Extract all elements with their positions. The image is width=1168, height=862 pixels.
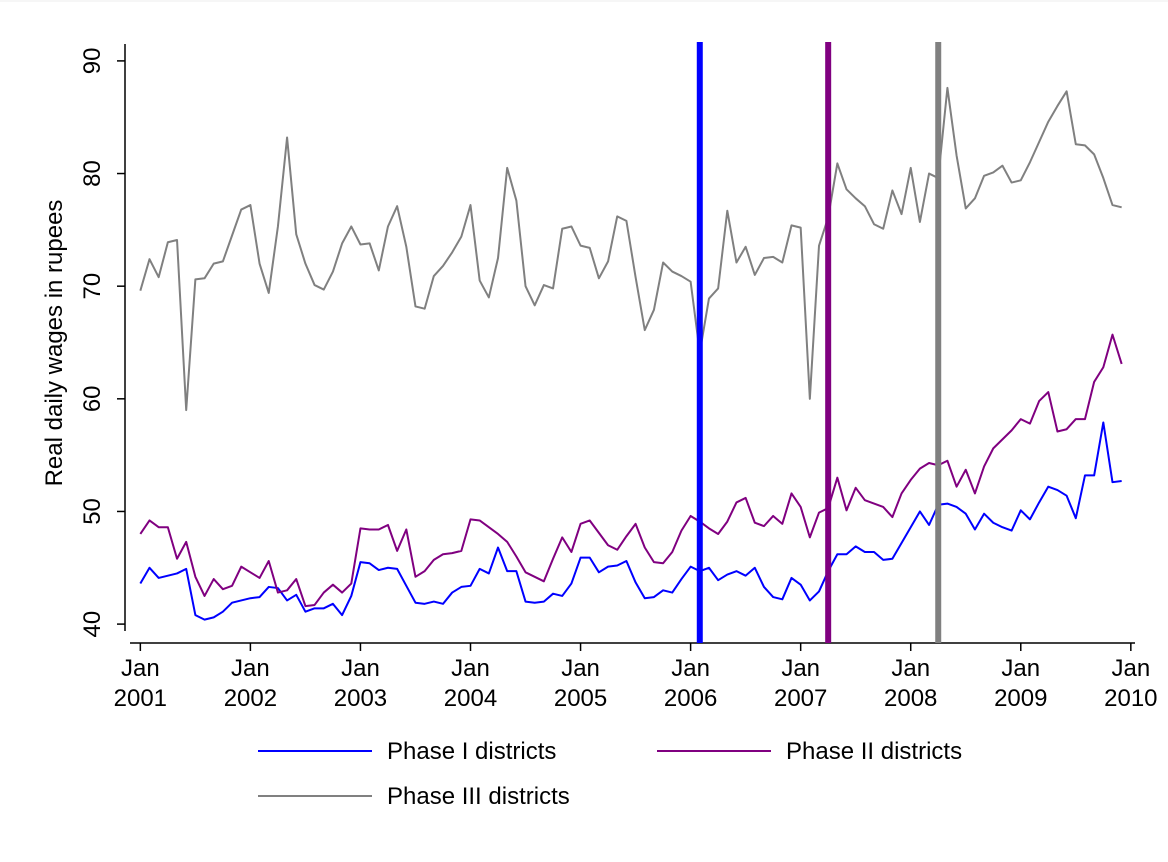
x-tick-label: Jan 2010	[1104, 655, 1157, 712]
series-line	[139, 86, 1122, 412]
y-tick-label: 80	[79, 160, 106, 187]
x-tick-label: Jan 2004	[444, 655, 497, 712]
y-tick-label: 60	[79, 385, 106, 412]
x-tick-label: Jan 2009	[994, 655, 1047, 712]
x-tick-label: Jan 2002	[224, 655, 277, 712]
x-tick-label: Jan 2007	[774, 655, 827, 712]
series-line	[139, 333, 1123, 608]
x-tick-label: Jan 2006	[664, 655, 717, 712]
x-tick-label: Jan 2005	[554, 655, 607, 712]
y-tick-label: 90	[79, 48, 106, 75]
y-tick-label: 70	[79, 273, 106, 300]
x-tick-label: Jan 2003	[334, 655, 387, 712]
x-tick-label: Jan 2001	[114, 655, 167, 712]
y-tick-label: 50	[79, 498, 106, 525]
x-tick-label: Jan 2008	[884, 655, 937, 712]
legend-label: Phase I districts	[387, 738, 556, 765]
y-tick-label: 40	[79, 611, 106, 638]
series-line	[139, 421, 1122, 621]
legend-label: Phase II districts	[786, 738, 962, 765]
y-axis-label: Real daily wages in rupees	[41, 200, 68, 487]
legend-label: Phase III districts	[387, 783, 570, 810]
